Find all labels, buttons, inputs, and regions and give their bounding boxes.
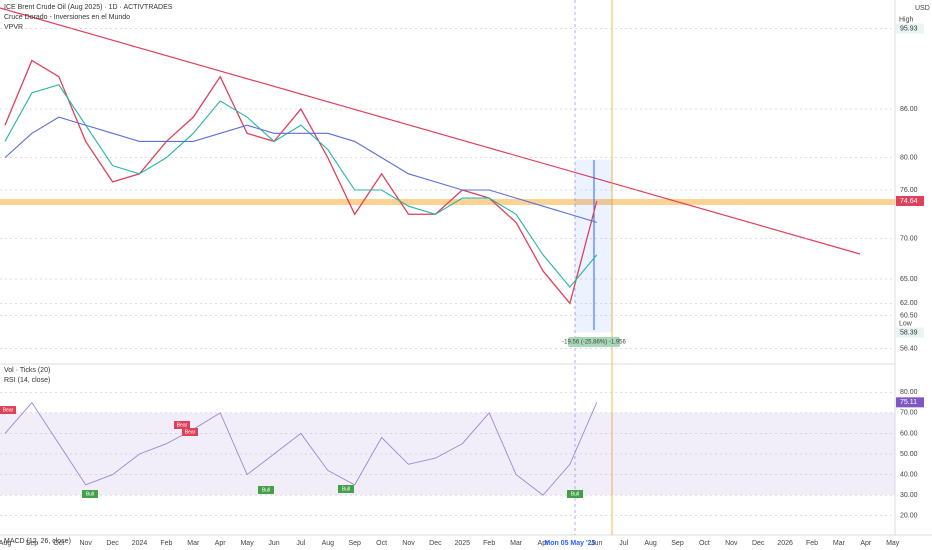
volume-label: Vol · Ticks (20) [4, 367, 50, 374]
signal-tag [567, 490, 583, 498]
x-tick-label: Jul [619, 540, 628, 547]
price-badge [896, 196, 924, 207]
macd-label: MACD (12, 26, close) [4, 538, 71, 545]
x-tick-label: Oct [53, 540, 64, 547]
signal-label: Bear [177, 422, 188, 428]
y-tick-label: 65.00 [900, 276, 918, 283]
trend-line [0, 7, 861, 255]
y-tick-label: 86.00 [900, 106, 918, 113]
signal-label: Bull [86, 491, 94, 497]
x-tick-label: Apr [215, 540, 227, 547]
price-badge [896, 327, 924, 338]
x-tick-label: Mar [187, 540, 200, 547]
y-tick-label: 70.00 [900, 410, 918, 417]
series-line [4, 84, 598, 289]
measure-label-bg [568, 337, 620, 347]
currency: USD [915, 5, 930, 12]
series-line [4, 401, 598, 496]
low-label: Low [899, 320, 913, 327]
signal-label: Bull [262, 487, 270, 493]
x-tick-label: Mon 05 May '25 [544, 540, 595, 547]
signal-tag [338, 485, 354, 493]
support-zone [0, 199, 895, 205]
x-tick-label: May [240, 540, 254, 547]
x-tick-label: Aug [0, 540, 11, 547]
y-tick-label: 40.00 [900, 471, 918, 478]
y-tick-label: 30.00 [900, 492, 918, 499]
x-tick-label: Mar [510, 540, 523, 547]
x-tick-label: Jul [296, 540, 305, 547]
x-tick-label: Dec [106, 540, 119, 547]
x-tick-label: Dec [752, 540, 765, 547]
x-tick-label: Oct [699, 540, 710, 547]
x-tick-label: 2024 [132, 540, 148, 547]
x-tick-label: Oct [376, 540, 387, 547]
x-tick-label: Sep [26, 540, 39, 547]
price-badge-label: 75.11 [900, 399, 917, 406]
y-tick-label: 50.00 [900, 451, 918, 458]
x-tick-label: May [886, 540, 900, 547]
x-tick-label: Jun [591, 540, 602, 547]
profile: VPVR [4, 24, 23, 31]
signal-label: Bull [342, 486, 350, 492]
price-badge-label: 58.39 [900, 329, 918, 336]
high-label: High [899, 17, 914, 24]
x-tick-label: Feb [806, 540, 818, 547]
x-tick-label: Apr [538, 540, 550, 547]
x-tick-label: Apr [860, 540, 872, 547]
y-tick-label: 76.00 [900, 187, 918, 194]
signal-label: Bull [571, 491, 579, 497]
price-badge [896, 23, 924, 34]
y-tick-label: 62.00 [900, 300, 918, 307]
x-tick-label: Aug [644, 540, 657, 547]
series-line [4, 59, 598, 305]
x-tick-label: Nov [79, 540, 92, 547]
y-tick-label: 56.40 [900, 346, 918, 353]
x-tick-label: Mar [833, 540, 846, 547]
x-tick-label: Feb [483, 540, 495, 547]
signal-label: Bear [185, 429, 196, 435]
measure-label: -19.56 (-25.86%) -1,956 [562, 340, 626, 346]
signal-tag [82, 490, 98, 498]
price-badge-label: 95.93 [900, 26, 918, 33]
x-tick-label: Dec [429, 540, 442, 547]
y-tick-label: 80.00 [900, 154, 918, 161]
x-tick-label: Sep [348, 540, 361, 547]
y-tick-label: 70.00 [900, 235, 918, 242]
price-badge-label: 74.64 [900, 198, 918, 205]
x-tick-label: Nov [402, 540, 415, 547]
series-line [4, 116, 597, 223]
rsi-title: RSI (14, close) [4, 377, 50, 384]
title: ICE Brent Crude Oil (Aug 2025) · 1D · AC… [4, 4, 173, 11]
x-tick-label: Nov [725, 540, 738, 547]
x-tick-label: Feb [160, 540, 172, 547]
y-tick-label: 80.00 [900, 389, 918, 396]
y-tick-label: 60.50 [900, 312, 918, 319]
signal-label: Bear [3, 407, 14, 413]
y-tick-label: 20.00 [900, 513, 918, 520]
indicator: Cruce Dorado - Inversiones en el Mundo [4, 14, 130, 21]
signal-tag [182, 428, 198, 436]
x-tick-label: 2026 [777, 540, 793, 547]
signal-tag [258, 486, 274, 494]
price-badge [896, 397, 924, 408]
y-tick-label: 60.00 [900, 430, 918, 437]
signal-tag [0, 406, 16, 414]
signal-tag [174, 421, 190, 429]
x-tick-label: Sep [671, 540, 684, 547]
x-tick-label: Aug [322, 540, 335, 547]
x-tick-label: 2025 [455, 540, 471, 547]
x-tick-label: Jun [268, 540, 279, 547]
